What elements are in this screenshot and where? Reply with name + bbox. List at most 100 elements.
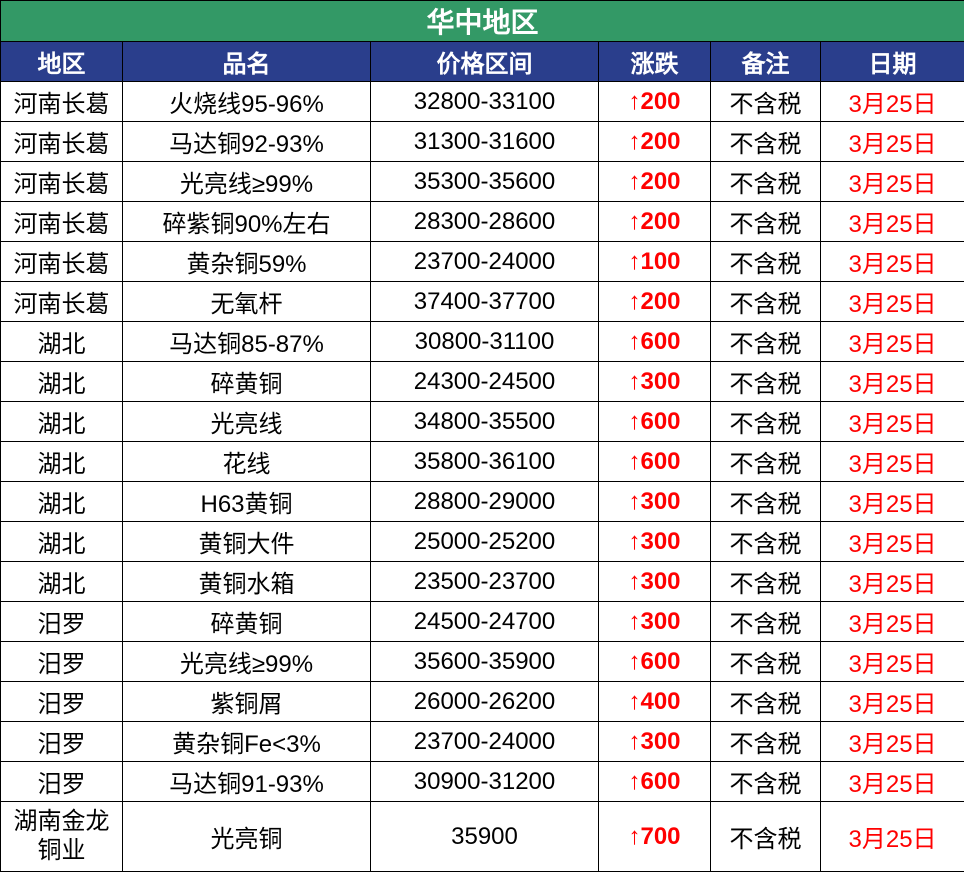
cell-note: 不含税 (711, 202, 821, 242)
arrow-up-icon: ↑ (628, 128, 640, 155)
cell-price: 35300-35600 (371, 162, 599, 202)
cell-note: 不含税 (711, 722, 821, 762)
cell-product: 马达铜85-87% (123, 322, 371, 362)
arrow-up-icon: ↑ (628, 88, 640, 115)
cell-price: 35900 (371, 802, 599, 872)
cell-price: 37400-37700 (371, 282, 599, 322)
table-row: 湖北碎黄铜24300-24500↑300不含税3月25日 (1, 362, 964, 402)
cell-product: 花线 (123, 442, 371, 482)
cell-region: 湖北 (1, 402, 123, 442)
cell-date: 3月25日 (821, 802, 964, 872)
cell-change: ↑200 (599, 282, 711, 322)
table-row: 河南长葛马达铜92-93%31300-31600↑200不含税3月25日 (1, 122, 964, 162)
cell-date: 3月25日 (821, 642, 964, 682)
cell-product: 碎黄铜 (123, 602, 371, 642)
arrow-up-icon: ↑ (628, 728, 640, 755)
arrow-up-icon: ↑ (628, 368, 640, 395)
cell-region: 湖北 (1, 442, 123, 482)
table-row: 河南长葛光亮线≥99%35300-35600↑200不含税3月25日 (1, 162, 964, 202)
cell-change: ↑600 (599, 402, 711, 442)
header-price: 价格区间 (371, 42, 599, 82)
cell-date: 3月25日 (821, 202, 964, 242)
change-value: 300 (640, 528, 680, 555)
cell-region: 汨罗 (1, 642, 123, 682)
table-row: 河南长葛无氧杆37400-37700↑200不含税3月25日 (1, 282, 964, 322)
cell-region: 河南长葛 (1, 282, 123, 322)
arrow-up-icon: ↑ (628, 528, 640, 555)
cell-price: 28300-28600 (371, 202, 599, 242)
cell-note: 不含税 (711, 802, 821, 872)
cell-date: 3月25日 (821, 162, 964, 202)
cell-date: 3月25日 (821, 362, 964, 402)
header-region: 地区 (1, 42, 123, 82)
cell-region: 汨罗 (1, 602, 123, 642)
cell-change: ↑200 (599, 202, 711, 242)
change-value: 100 (640, 248, 680, 275)
cell-change: ↑100 (599, 242, 711, 282)
cell-product: 光亮铜 (123, 802, 371, 872)
arrow-up-icon: ↑ (628, 328, 640, 355)
change-value: 300 (640, 368, 680, 395)
arrow-up-icon: ↑ (628, 568, 640, 595)
cell-price: 32800-33100 (371, 82, 599, 122)
cell-product: 黄杂铜Fe<3% (123, 722, 371, 762)
cell-date: 3月25日 (821, 682, 964, 722)
table-row: 湖北光亮线34800-35500↑600不含税3月25日 (1, 402, 964, 442)
table-row: 湖北黄铜水箱23500-23700↑300不含税3月25日 (1, 562, 964, 602)
cell-region: 湖北 (1, 522, 123, 562)
arrow-up-icon: ↑ (628, 168, 640, 195)
cell-date: 3月25日 (821, 282, 964, 322)
arrow-up-icon: ↑ (628, 408, 640, 435)
arrow-up-icon: ↑ (628, 648, 640, 675)
table-row: 河南长葛碎紫铜90%左右28300-28600↑200不含税3月25日 (1, 202, 964, 242)
cell-region: 汨罗 (1, 682, 123, 722)
change-value: 200 (640, 88, 680, 115)
cell-date: 3月25日 (821, 122, 964, 162)
table-row: 汨罗黄杂铜Fe<3%23700-24000↑300不含税3月25日 (1, 722, 964, 762)
table-row: 汨罗光亮线≥99%35600-35900↑600不含税3月25日 (1, 642, 964, 682)
change-value: 700 (640, 823, 680, 850)
cell-region: 河南长葛 (1, 122, 123, 162)
cell-change: ↑600 (599, 762, 711, 802)
table-row: 汨罗马达铜91-93%30900-31200↑600不含税3月25日 (1, 762, 964, 802)
cell-region: 湖北 (1, 322, 123, 362)
table-row: 湖北黄铜大件25000-25200↑300不含税3月25日 (1, 522, 964, 562)
cell-product: 无氧杆 (123, 282, 371, 322)
change-value: 200 (640, 288, 680, 315)
cell-region: 汨罗 (1, 762, 123, 802)
table-row: 汨罗紫铜屑26000-26200↑400不含税3月25日 (1, 682, 964, 722)
cell-date: 3月25日 (821, 442, 964, 482)
cell-product: 黄铜水箱 (123, 562, 371, 602)
title-row: 华中地区 (1, 1, 964, 42)
table-row: 汨罗碎黄铜24500-24700↑300不含税3月25日 (1, 602, 964, 642)
cell-change: ↑300 (599, 522, 711, 562)
cell-note: 不含税 (711, 402, 821, 442)
cell-change: ↑300 (599, 482, 711, 522)
change-value: 300 (640, 728, 680, 755)
cell-note: 不含税 (711, 522, 821, 562)
cell-product: 碎黄铜 (123, 362, 371, 402)
arrow-up-icon: ↑ (628, 248, 640, 275)
cell-region: 河南长葛 (1, 242, 123, 282)
cell-date: 3月25日 (821, 322, 964, 362)
cell-region: 湖北 (1, 482, 123, 522)
cell-change: ↑200 (599, 82, 711, 122)
arrow-up-icon: ↑ (628, 608, 640, 635)
change-value: 200 (640, 168, 680, 195)
cell-price: 30900-31200 (371, 762, 599, 802)
arrow-up-icon: ↑ (628, 768, 640, 795)
cell-product: 马达铜92-93% (123, 122, 371, 162)
cell-change: ↑200 (599, 162, 711, 202)
table-row: 湖北H63黄铜28800-29000↑300不含税3月25日 (1, 482, 964, 522)
cell-note: 不含税 (711, 242, 821, 282)
cell-product: H63黄铜 (123, 482, 371, 522)
cell-price: 25000-25200 (371, 522, 599, 562)
cell-price: 28800-29000 (371, 482, 599, 522)
arrow-up-icon: ↑ (628, 688, 640, 715)
cell-product: 碎紫铜90%左右 (123, 202, 371, 242)
cell-date: 3月25日 (821, 402, 964, 442)
cell-price: 23500-23700 (371, 562, 599, 602)
cell-price: 26000-26200 (371, 682, 599, 722)
change-value: 600 (640, 768, 680, 795)
table-row: 湖北花线35800-36100↑600不含税3月25日 (1, 442, 964, 482)
